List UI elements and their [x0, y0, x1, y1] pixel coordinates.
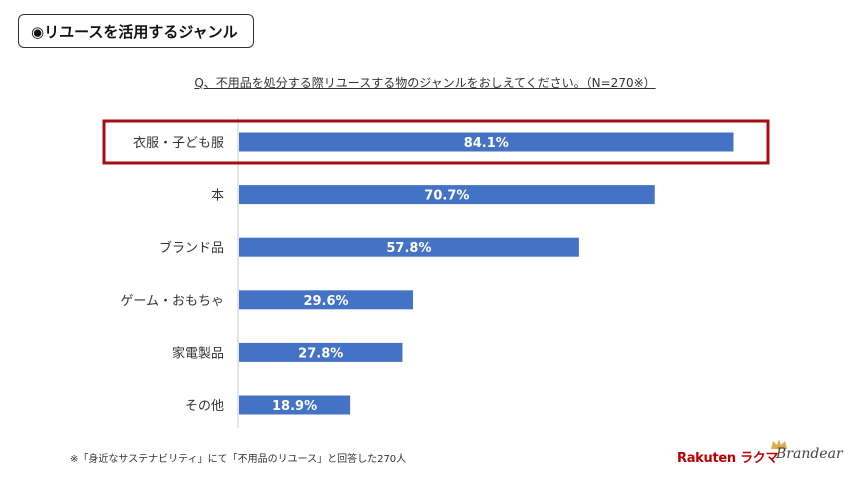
category-label-1: 本	[211, 189, 224, 204]
rakuten-rakuma-logo: Rakuten ラクマ	[677, 451, 779, 466]
bar-3	[239, 290, 414, 310]
value-label-5: 18.9%	[272, 399, 317, 414]
bar-4	[239, 342, 403, 362]
category-label-3: ゲーム・おもちゃ	[120, 294, 224, 309]
category-label-0: 衣服・子ども服	[133, 135, 224, 151]
bar-5	[239, 395, 351, 415]
bar-1	[239, 185, 655, 205]
category-label-4: 家電製品	[172, 345, 224, 361]
value-label-1: 70.7%	[424, 189, 469, 204]
value-label-0: 84.1%	[464, 136, 509, 151]
survey-question: Q、不用品を処分する際リユースする物のジャンルをおしえてください。（N=270※…	[194, 76, 656, 90]
brandear-logo: Brandear	[776, 446, 843, 462]
footnote: ※「身近なサステナビリティ」にて「不用品のリユース」と回答した270人	[70, 454, 407, 465]
value-label-2: 57.8%	[386, 241, 431, 256]
value-label-3: 29.6%	[303, 294, 348, 309]
section-title: ◉リユースを活用するジャンル	[18, 14, 254, 48]
category-label-5: その他	[185, 399, 224, 414]
bar-2	[239, 237, 579, 257]
section-title-text: ◉リユースを活用するジャンル	[31, 22, 238, 41]
crown-icon	[771, 439, 787, 449]
category-label-2: ブランド品	[159, 240, 224, 256]
bar-0	[239, 132, 734, 152]
value-label-4: 27.8%	[298, 346, 343, 361]
highlight-box	[102, 119, 770, 165]
bar-chart: 衣服・子ども服 84.1% 本 70.7% ブランド品 57.8% ゲーム・おもちゃ 29.6…	[102, 118, 770, 428]
